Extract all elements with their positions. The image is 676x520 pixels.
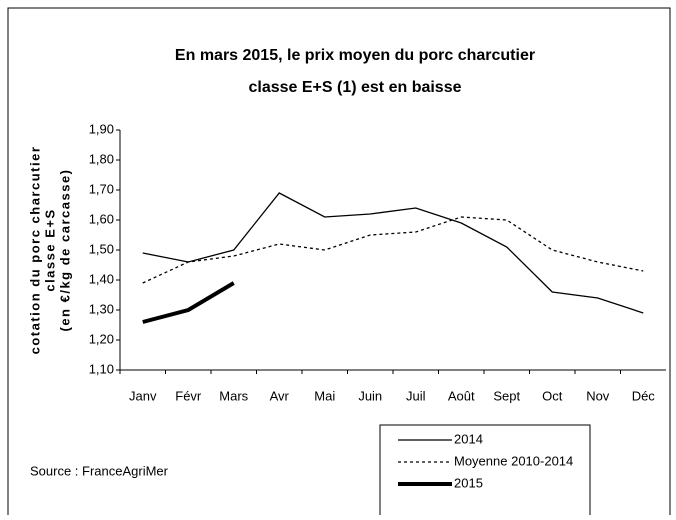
series-line [142,192,644,314]
y-label-line: classe E+S [42,208,57,291]
y-tick-label: 1,30 [89,301,114,316]
x-tick-label: Sept [493,388,520,403]
y-tick-label: 1,40 [89,271,114,286]
y-label-line: cotation du porc charcutier [27,146,42,355]
x-tick-label: Oct [542,388,563,403]
y-tick-label: 1,90 [89,121,114,136]
x-tick-label: Mai [314,388,335,403]
legend-box [379,424,591,520]
x-tick-label: Nov [586,388,610,403]
y-tick-label: 1,60 [89,211,114,226]
x-tick-label: Août [448,388,475,403]
y-label-line: (en €/kg de carcasse) [57,168,72,331]
y-axis-label: cotation du porc charcutier classe E+S (… [27,146,72,355]
x-tick-label: Déc [632,388,656,403]
x-tick-label: Janv [129,388,157,403]
x-tick-label: Avr [270,388,290,403]
legend-label: Moyenne 2010-2014 [454,453,573,468]
legend-label: 2015 [454,475,483,490]
chart-title: classe E+S (1) est en baisse [248,79,461,96]
y-tick-label: 1,20 [89,331,114,346]
y-tick-label: 1,10 [89,361,114,376]
series-line [142,281,235,324]
x-tick-label: Juin [358,388,382,403]
chart-title: En mars 2015, le prix moyen du porc char… [175,47,535,64]
y-tick-label: 1,70 [89,181,114,196]
y-tick-label: 1,80 [89,151,114,166]
series-line [142,216,644,284]
x-tick-label: Juil [406,388,426,403]
y-tick-label: 1,50 [89,241,114,256]
source: Source : FranceAgriMer [30,463,169,478]
legend-label: 2014 [454,431,483,446]
x-tick-label: Mars [219,388,248,403]
x-tick-label: Févr [175,388,202,403]
